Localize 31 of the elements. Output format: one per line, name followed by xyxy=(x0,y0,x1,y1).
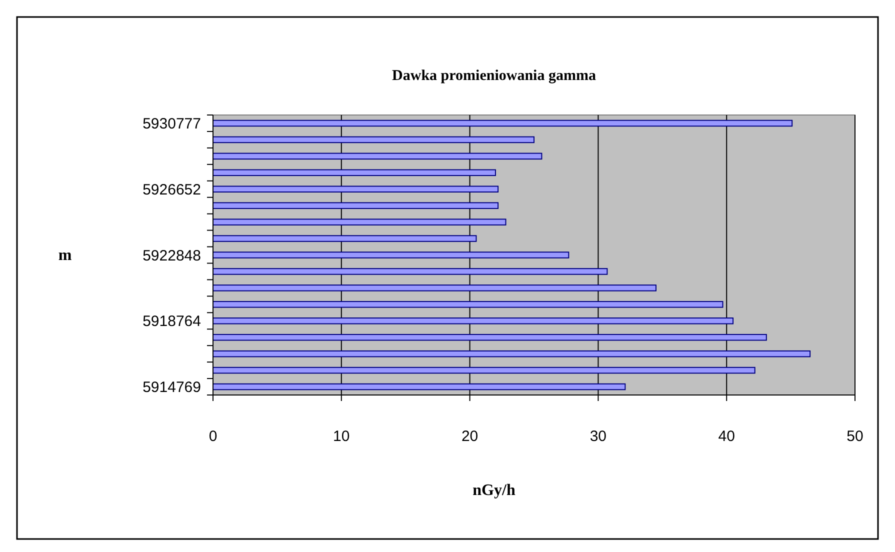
y-tick-label: 5926652 xyxy=(142,181,201,198)
x-tick-label: 50 xyxy=(846,428,864,445)
bar xyxy=(212,136,534,144)
x-tick-label: 30 xyxy=(590,428,607,445)
x-tick-label: 0 xyxy=(208,428,218,445)
bar xyxy=(212,186,499,192)
x-axis-title: nGy/h xyxy=(472,482,516,499)
bar xyxy=(212,284,656,292)
bar xyxy=(212,334,767,341)
bar xyxy=(212,301,724,308)
x-tick-label: 40 xyxy=(718,428,735,445)
y-tick-label: 5918764 xyxy=(142,313,201,330)
y-tick-label: 5914769 xyxy=(142,379,201,396)
bar xyxy=(212,366,756,374)
bar xyxy=(212,120,793,127)
bar xyxy=(212,169,496,176)
bar xyxy=(212,252,570,258)
y-tick-label: 5922848 xyxy=(142,247,201,264)
bar xyxy=(212,202,499,209)
y-tick-label: 5930777 xyxy=(142,115,201,132)
bar xyxy=(212,350,811,358)
bar xyxy=(212,235,477,242)
x-tick-label: 10 xyxy=(333,428,350,445)
y-axis-title: m xyxy=(58,247,72,264)
bar xyxy=(212,152,542,160)
chart-title: Dawka promieniowania gamma xyxy=(392,68,596,84)
bar xyxy=(212,218,506,226)
bar xyxy=(212,383,626,390)
bar xyxy=(212,268,608,275)
bar xyxy=(212,318,734,324)
x-tick-label: 20 xyxy=(461,428,478,445)
